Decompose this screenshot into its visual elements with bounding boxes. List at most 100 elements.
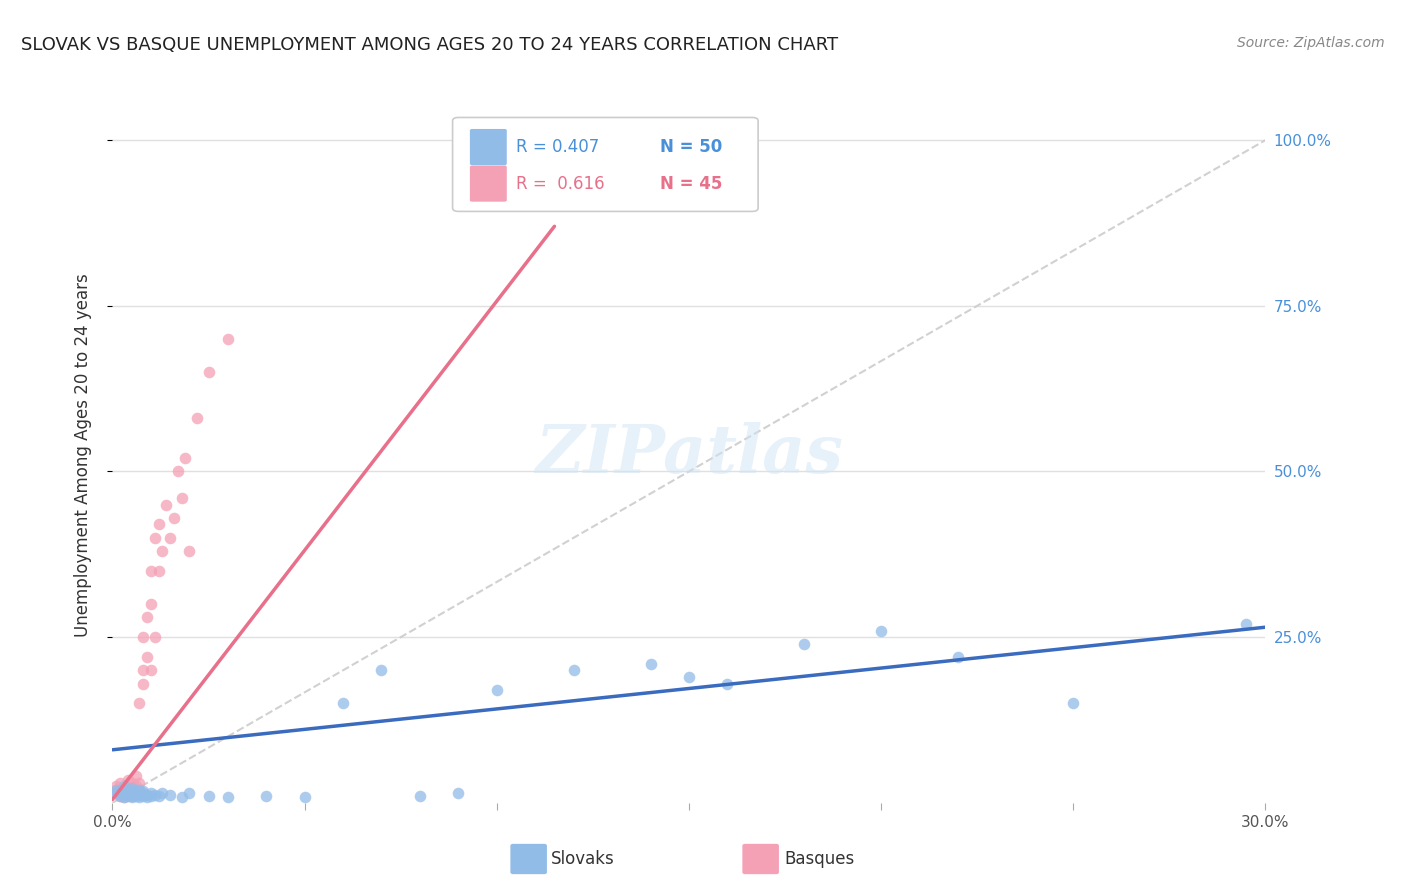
- Point: [136, 790, 159, 805]
- Point: [108, 789, 131, 804]
- Point: [139, 663, 162, 677]
- Point: [117, 786, 139, 800]
- Point: [139, 597, 162, 611]
- Text: N = 45: N = 45: [661, 175, 723, 193]
- Point: [105, 786, 128, 800]
- Point: [170, 790, 193, 805]
- Point: [124, 769, 146, 783]
- Y-axis label: Unemployment Among Ages 20 to 24 years: Unemployment Among Ages 20 to 24 years: [73, 273, 91, 637]
- Point: [121, 782, 143, 797]
- Point: [108, 784, 131, 798]
- Point: [139, 789, 162, 804]
- Point: [217, 332, 239, 346]
- Point: [121, 790, 143, 805]
- Text: R = 0.407: R = 0.407: [516, 138, 599, 156]
- Point: [112, 788, 135, 802]
- Point: [132, 676, 155, 690]
- Point: [152, 544, 174, 558]
- Point: [117, 782, 139, 797]
- Point: [1062, 697, 1084, 711]
- Point: [562, 146, 585, 161]
- Point: [128, 790, 150, 805]
- Point: [793, 637, 815, 651]
- Point: [124, 786, 146, 800]
- Point: [136, 610, 159, 624]
- Point: [117, 789, 139, 804]
- Point: [105, 786, 128, 800]
- Text: ZIPatlas: ZIPatlas: [536, 423, 842, 487]
- Point: [112, 790, 135, 805]
- Point: [186, 411, 208, 425]
- Point: [105, 782, 128, 797]
- Point: [447, 786, 470, 800]
- Point: [108, 776, 131, 790]
- Point: [121, 781, 143, 796]
- Point: [197, 789, 219, 804]
- Point: [132, 786, 155, 800]
- Point: [332, 697, 354, 711]
- Point: [562, 663, 585, 677]
- Point: [370, 663, 392, 677]
- Point: [136, 788, 159, 802]
- Point: [163, 511, 186, 525]
- Point: [124, 784, 146, 798]
- Point: [143, 788, 166, 802]
- Point: [112, 782, 135, 797]
- Point: [143, 630, 166, 644]
- Point: [132, 663, 155, 677]
- Text: SLOVAK VS BASQUE UNEMPLOYMENT AMONG AGES 20 TO 24 YEARS CORRELATION CHART: SLOVAK VS BASQUE UNEMPLOYMENT AMONG AGES…: [21, 36, 838, 54]
- Point: [170, 491, 193, 505]
- Point: [121, 788, 143, 802]
- Point: [179, 544, 201, 558]
- Point: [159, 788, 181, 802]
- FancyBboxPatch shape: [470, 129, 506, 165]
- Point: [112, 790, 135, 805]
- Point: [148, 789, 170, 804]
- Point: [132, 630, 155, 644]
- Text: Slovaks: Slovaks: [551, 850, 614, 868]
- FancyBboxPatch shape: [453, 118, 758, 211]
- Point: [640, 657, 662, 671]
- Point: [254, 789, 277, 804]
- Point: [174, 451, 197, 466]
- Point: [121, 789, 143, 804]
- Point: [409, 789, 432, 804]
- Point: [152, 786, 174, 800]
- Point: [485, 683, 508, 698]
- Point: [112, 786, 135, 800]
- Point: [294, 790, 316, 805]
- Point: [155, 498, 177, 512]
- Point: [148, 564, 170, 578]
- Point: [124, 779, 146, 793]
- Point: [716, 676, 738, 690]
- Point: [117, 788, 139, 802]
- Point: [946, 650, 969, 665]
- Point: [124, 789, 146, 804]
- Point: [143, 531, 166, 545]
- Point: [148, 517, 170, 532]
- Point: [121, 776, 143, 790]
- Point: [105, 779, 128, 793]
- Point: [197, 365, 219, 379]
- Point: [105, 782, 128, 797]
- Point: [1234, 616, 1257, 631]
- Point: [139, 564, 162, 578]
- Point: [179, 786, 201, 800]
- Point: [217, 790, 239, 805]
- Point: [112, 779, 135, 793]
- Point: [128, 788, 150, 802]
- Point: [128, 697, 150, 711]
- Point: [870, 624, 893, 638]
- Point: [132, 784, 155, 798]
- Point: [139, 786, 162, 800]
- Point: [108, 789, 131, 804]
- Point: [136, 650, 159, 665]
- Text: N = 50: N = 50: [661, 138, 723, 156]
- Point: [117, 779, 139, 793]
- Point: [132, 789, 155, 804]
- Point: [117, 772, 139, 787]
- Point: [678, 670, 700, 684]
- Point: [166, 465, 188, 479]
- Point: [128, 782, 150, 797]
- Point: [108, 784, 131, 798]
